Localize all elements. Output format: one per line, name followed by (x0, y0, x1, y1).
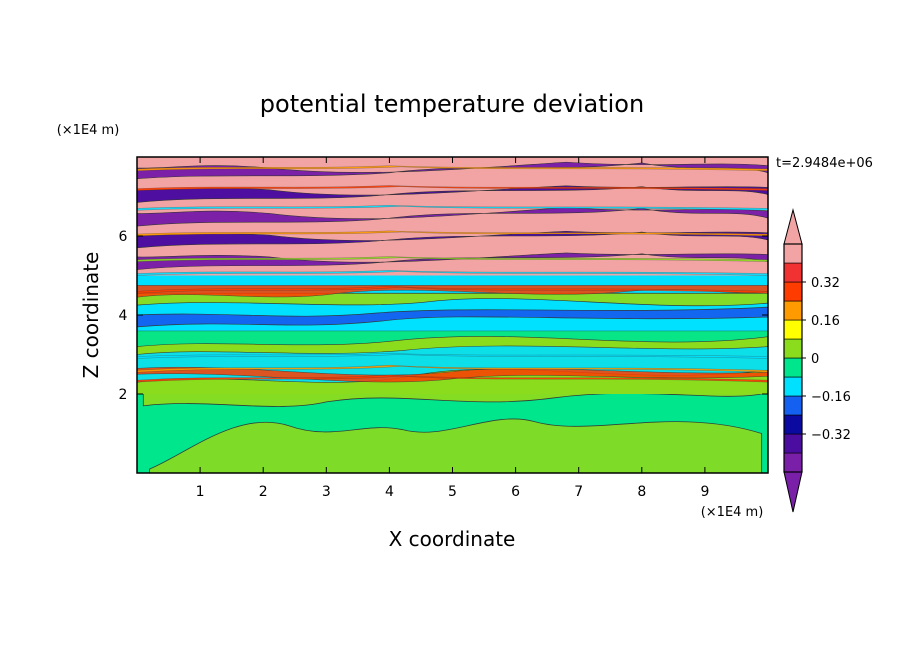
colorbar-segment (783, 357, 803, 378)
y-tick-label: 4 (119, 308, 128, 324)
y-axis-ticks: 2 4 6 (119, 229, 768, 403)
field-shape (137, 270, 768, 276)
field-shape (149, 418, 763, 473)
field-shape (137, 165, 768, 171)
colorbar-segment (783, 338, 803, 359)
colorbar-segment (783, 319, 803, 340)
x-tick-label: 3 (322, 484, 331, 500)
x-tick-label: 1 (196, 484, 205, 500)
colorbar-label: 0.32 (811, 276, 840, 291)
y-axis-label: Z coordinate (79, 252, 103, 379)
colorbar-segment (783, 300, 803, 321)
x-tick-label: 4 (385, 484, 394, 500)
colorbar-label: 0 (811, 352, 819, 367)
x-unit-label: (×1E4 m) (701, 505, 764, 520)
colorbar-segment (783, 433, 803, 454)
x-tick-label: 6 (511, 484, 520, 500)
colorbar-segment (783, 452, 803, 473)
x-tick-label: 5 (448, 484, 457, 500)
field-shape (137, 306, 768, 328)
y-tick-label: 2 (119, 387, 128, 403)
field-shape (137, 256, 768, 262)
chart-title: potential temperature deviation (260, 90, 644, 118)
colorbar-segment (783, 262, 803, 283)
x-axis-ticks: 1 2 3 4 5 6 7 8 9 (196, 157, 709, 500)
field-shape (137, 353, 768, 359)
colorbar-segment (783, 243, 803, 264)
x-tick-label: 9 (700, 484, 709, 500)
field-shape (137, 185, 768, 191)
x-tick-label: 7 (574, 484, 583, 500)
y-unit-label: (×1E4 m) (57, 123, 120, 138)
field-plot (136, 156, 769, 474)
colorbar: −0.32 −0.16 0 0.16 0.32 (783, 208, 851, 513)
colorbar-label: 0.16 (811, 314, 840, 329)
colorbar-segment (783, 395, 803, 416)
colorbar-extend-top (783, 208, 803, 245)
x-axis-label: X coordinate (389, 527, 516, 551)
x-tick-label: 8 (637, 484, 646, 500)
colorbar-label: −0.32 (811, 428, 851, 443)
field-shape (137, 330, 768, 347)
time-label: t=2.9484e+06 (776, 156, 873, 171)
colorbar-extend-bottom (783, 471, 803, 513)
field-shape (137, 205, 768, 211)
y-tick-label: 6 (119, 229, 128, 245)
colorbar-label: −0.16 (811, 390, 851, 405)
colorbar-segment (783, 414, 803, 435)
colorbar-segment (783, 281, 803, 302)
field-shape (137, 230, 768, 237)
colorbar-segment (783, 376, 803, 397)
x-tick-label: 2 (259, 484, 268, 500)
